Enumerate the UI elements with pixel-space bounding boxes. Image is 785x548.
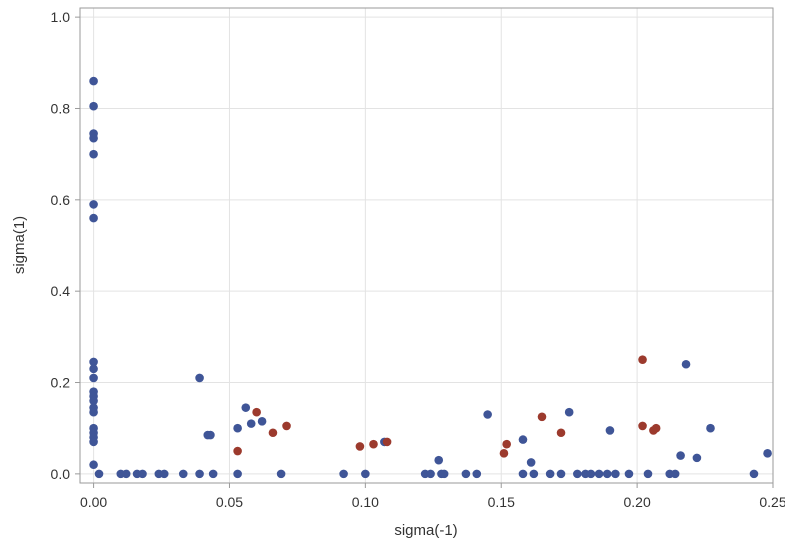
y-axis-title: sigma(1) xyxy=(11,216,28,274)
data-point xyxy=(208,469,218,479)
data-point xyxy=(268,428,278,438)
x-axis-ticks: 0.00 0.05 0.10 0.15 0.20 0.25 xyxy=(80,483,785,510)
data-point xyxy=(233,423,242,433)
data-point xyxy=(233,469,242,479)
y-tick-label: 0.8 xyxy=(51,100,71,116)
data-point xyxy=(339,469,348,479)
data-point xyxy=(602,469,612,479)
data-point xyxy=(89,149,98,159)
data-point xyxy=(206,430,215,440)
data-point xyxy=(638,421,647,431)
data-point xyxy=(89,373,98,383)
data-point xyxy=(246,419,256,428)
x-tick-label: 0.00 xyxy=(80,494,107,510)
data-point xyxy=(472,469,482,479)
data-point xyxy=(121,469,131,479)
data-point xyxy=(369,439,378,449)
x-tick-label: 0.25 xyxy=(759,494,785,510)
data-point xyxy=(706,423,715,433)
data-point xyxy=(763,449,772,458)
y-axis-ticks: 0.0 0.2 0.4 0.6 0.8 1.0 xyxy=(51,9,80,482)
data-point xyxy=(89,437,98,447)
data-point xyxy=(537,412,547,422)
x-tick-label: 0.10 xyxy=(352,494,379,510)
data-point xyxy=(89,76,98,86)
x-tick-label: 0.05 xyxy=(216,494,243,510)
data-point xyxy=(518,435,528,444)
data-point xyxy=(252,407,261,417)
data-point xyxy=(138,469,147,479)
data-point xyxy=(89,407,98,417)
data-point xyxy=(89,396,98,406)
data-point xyxy=(89,460,98,470)
x-axis-title: sigma(-1) xyxy=(394,522,457,539)
data-point xyxy=(282,421,291,431)
data-point xyxy=(692,453,702,463)
data-point xyxy=(426,469,435,479)
data-point xyxy=(545,469,555,479)
data-point xyxy=(676,451,685,460)
data-point xyxy=(461,469,471,479)
data-point xyxy=(605,426,615,435)
data-point xyxy=(178,469,188,479)
data-point xyxy=(624,469,634,479)
data-point xyxy=(361,469,370,479)
data-point xyxy=(89,364,98,374)
data-point xyxy=(556,428,566,438)
data-point xyxy=(651,423,661,433)
data-point xyxy=(564,407,574,417)
data-point xyxy=(89,200,98,209)
data-point xyxy=(257,417,267,426)
data-point xyxy=(499,449,509,458)
y-tick-label: 0.2 xyxy=(51,375,71,391)
data-point xyxy=(439,469,449,479)
data-point xyxy=(611,469,620,479)
data-point xyxy=(586,469,596,479)
data-point xyxy=(195,469,204,479)
y-tick-label: 0.4 xyxy=(51,283,71,299)
data-point xyxy=(483,410,492,419)
data-point xyxy=(382,437,392,447)
data-point xyxy=(670,469,680,479)
y-tick-label: 0.0 xyxy=(51,466,71,482)
data-point xyxy=(195,373,204,383)
data-point xyxy=(276,469,286,479)
data-point xyxy=(638,355,647,364)
data-point xyxy=(529,469,539,479)
data-point xyxy=(573,469,582,479)
data-point xyxy=(434,455,444,465)
y-tick-label: 0.6 xyxy=(51,192,71,208)
data-point xyxy=(681,359,691,369)
data-point xyxy=(94,469,104,479)
data-point xyxy=(556,469,566,479)
x-tick-label: 0.15 xyxy=(488,494,515,510)
data-point xyxy=(518,469,528,479)
y-tick-label: 1.0 xyxy=(51,9,71,25)
x-tick-label: 0.20 xyxy=(623,494,650,510)
data-point xyxy=(233,446,242,456)
grid xyxy=(80,8,774,483)
data-point xyxy=(643,469,653,479)
data-point xyxy=(159,469,169,479)
data-point xyxy=(749,469,759,479)
data-point xyxy=(89,133,98,143)
plot-area-frame xyxy=(79,7,774,484)
data-points xyxy=(89,76,772,479)
data-point xyxy=(241,403,251,412)
data-point xyxy=(89,101,98,111)
data-point xyxy=(594,469,604,479)
data-point xyxy=(526,458,536,467)
data-point xyxy=(355,442,365,451)
data-point xyxy=(89,213,98,223)
data-point xyxy=(502,439,511,449)
data-point xyxy=(89,357,98,367)
